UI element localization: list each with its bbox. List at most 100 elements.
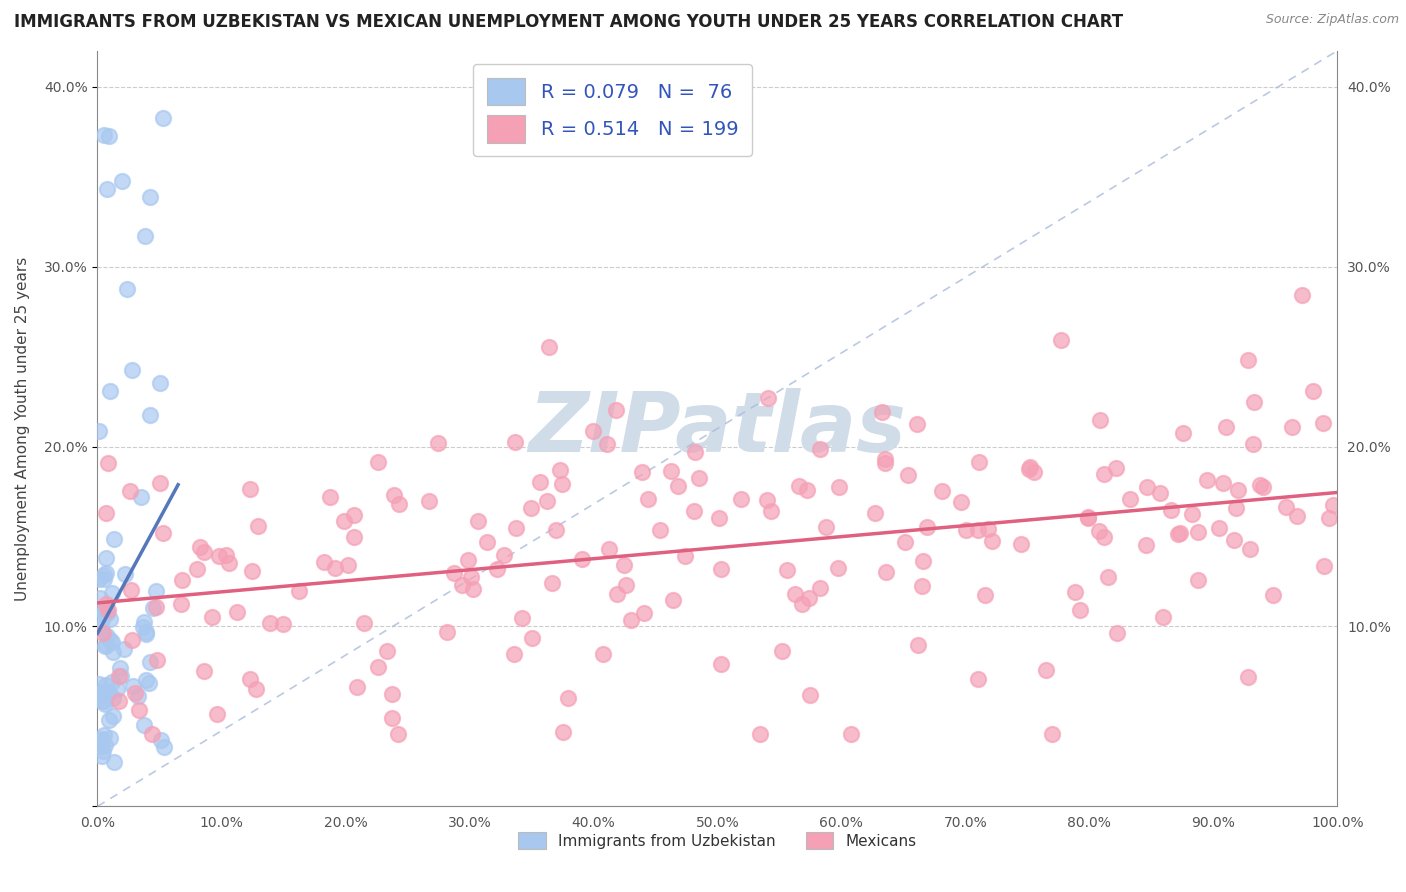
Point <box>662 592 685 607</box>
Point <box>91 749 114 764</box>
Point <box>98 129 121 144</box>
Point <box>259 616 281 631</box>
Point <box>388 497 411 511</box>
Point <box>1135 539 1157 553</box>
Point <box>792 598 814 612</box>
Point <box>1064 585 1087 599</box>
Point <box>418 494 440 508</box>
Point <box>271 617 294 632</box>
Point <box>759 504 782 518</box>
Point <box>799 591 821 606</box>
Point <box>96 181 118 195</box>
Point <box>1187 573 1209 587</box>
Point <box>907 417 929 431</box>
Point <box>312 555 335 569</box>
Point <box>93 697 115 711</box>
Point <box>808 442 831 456</box>
Point <box>485 562 508 576</box>
Point <box>124 686 146 700</box>
Point <box>450 578 472 592</box>
Point <box>90 694 112 708</box>
Point <box>103 755 125 769</box>
Point <box>683 444 706 458</box>
Point <box>1322 498 1344 512</box>
Point <box>505 434 527 449</box>
Point <box>1035 663 1057 677</box>
Point <box>551 477 574 491</box>
Point <box>91 685 114 699</box>
Point <box>110 669 132 683</box>
Point <box>94 678 117 692</box>
Point <box>87 677 110 691</box>
Point <box>1239 542 1261 557</box>
Point <box>776 563 799 577</box>
Point <box>346 680 368 694</box>
Point <box>477 534 499 549</box>
Point <box>91 626 114 640</box>
Point <box>93 728 115 742</box>
Point <box>129 490 152 504</box>
Text: Source: ZipAtlas.com: Source: ZipAtlas.com <box>1265 13 1399 27</box>
Point <box>557 690 579 705</box>
Point <box>135 673 157 688</box>
Point <box>828 480 851 494</box>
Point <box>749 727 772 741</box>
Legend: Immigrants from Uzbekistan, Mexicans: Immigrants from Uzbekistan, Mexicans <box>512 825 922 855</box>
Text: ZIPatlas: ZIPatlas <box>529 388 907 469</box>
Point <box>520 631 543 645</box>
Point <box>683 503 706 517</box>
Point <box>548 463 571 477</box>
Point <box>461 582 484 596</box>
Point <box>152 112 174 126</box>
Point <box>141 727 163 741</box>
Point <box>1263 588 1285 602</box>
Point <box>170 597 193 611</box>
Point <box>633 606 655 620</box>
Point <box>387 727 409 741</box>
Point <box>193 544 215 558</box>
Point <box>132 718 155 732</box>
Point <box>614 577 637 591</box>
Point <box>225 605 247 619</box>
Point <box>93 603 115 617</box>
Point <box>673 549 696 564</box>
Point <box>132 620 155 634</box>
Point <box>540 575 562 590</box>
Point <box>460 570 482 584</box>
Point <box>1160 503 1182 517</box>
Point <box>1136 480 1159 494</box>
Point <box>94 597 117 611</box>
Point <box>148 476 170 491</box>
Point <box>101 585 124 599</box>
Point <box>94 566 117 580</box>
Point <box>98 384 121 399</box>
Point <box>94 738 117 752</box>
Point <box>1180 507 1202 521</box>
Point <box>810 581 832 595</box>
Point <box>1168 525 1191 540</box>
Y-axis label: Unemployment Among Youth under 25 years: Unemployment Among Youth under 25 years <box>15 256 30 600</box>
Point <box>215 548 238 562</box>
Point <box>114 567 136 582</box>
Point <box>208 549 231 564</box>
Point <box>911 579 934 593</box>
Point <box>457 553 479 567</box>
Point <box>172 573 194 587</box>
Point <box>90 731 112 746</box>
Point <box>637 492 659 507</box>
Point <box>1167 526 1189 541</box>
Point <box>381 711 404 725</box>
Point <box>520 501 543 516</box>
Point <box>96 606 118 620</box>
Point <box>770 644 793 658</box>
Point <box>115 282 138 296</box>
Point <box>319 490 342 504</box>
Point <box>149 376 172 391</box>
Point <box>121 363 143 377</box>
Point <box>1275 500 1298 515</box>
Point <box>1088 524 1111 539</box>
Point <box>1313 559 1336 574</box>
Point <box>98 686 121 700</box>
Point <box>240 564 263 578</box>
Point <box>353 616 375 631</box>
